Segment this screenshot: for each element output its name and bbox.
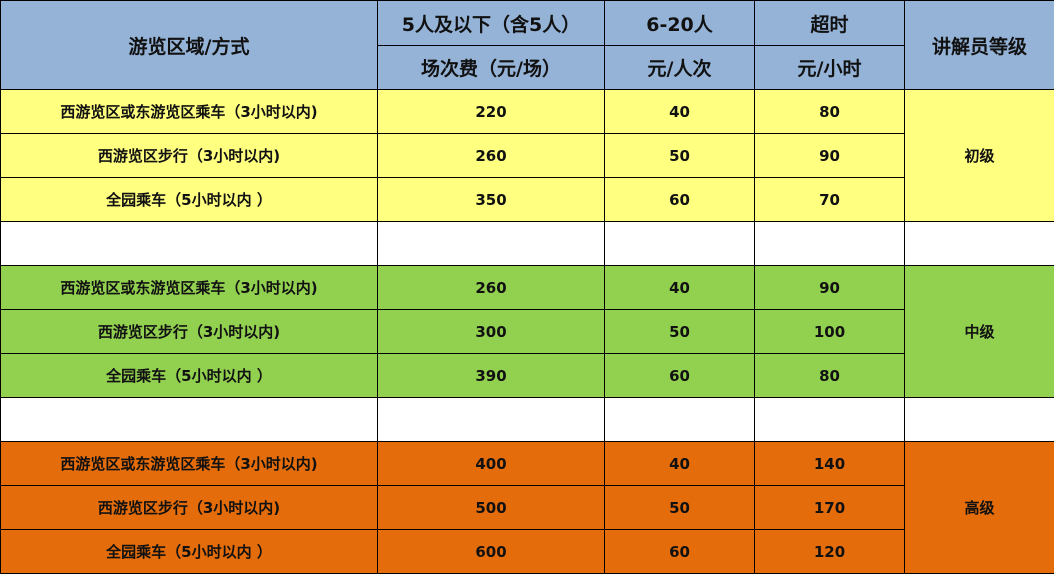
cell-route: 全园乘车（5小时以内 ） [0, 529, 378, 574]
empty-cell [0, 397, 378, 442]
header-group-small: 5人及以下（含5人） [377, 0, 605, 46]
header-unit-small: 场次费（元/场） [377, 45, 605, 90]
cell-mid-group-fee: 50 [604, 485, 755, 530]
cell-route: 全园乘车（5小时以内 ） [0, 353, 378, 398]
cell-mid-group-fee: 50 [604, 133, 755, 178]
header-group-mid: 6-20人 [604, 0, 755, 46]
table-row: 全园乘车（5小时以内 ） 600 60 120 [0, 529, 1054, 574]
cell-mid-group-fee: 40 [604, 265, 755, 310]
cell-overtime-fee: 90 [754, 133, 905, 178]
cell-small-group-fee: 260 [377, 133, 605, 178]
spacer-row [0, 397, 1054, 442]
empty-cell [754, 397, 905, 442]
empty-cell [904, 221, 1054, 266]
cell-route: 西游览区步行（3小时以内) [0, 133, 378, 178]
cell-overtime-fee: 100 [754, 309, 905, 354]
cell-route: 西游览区步行（3小时以内) [0, 309, 378, 354]
header-overtime: 超时 [754, 0, 905, 46]
cell-mid-group-fee: 60 [604, 353, 755, 398]
cell-overtime-fee: 90 [754, 265, 905, 310]
cell-small-group-fee: 400 [377, 441, 605, 486]
table-row: 全园乘车（5小时以内 ） 350 60 70 [0, 177, 1054, 222]
empty-cell [0, 221, 378, 266]
cell-overtime-fee: 70 [754, 177, 905, 222]
cell-route: 西游览区步行（3小时以内) [0, 485, 378, 530]
cell-small-group-fee: 260 [377, 265, 605, 310]
header-guide-level: 讲解员等级 [904, 0, 1054, 90]
empty-cell [904, 397, 1054, 442]
cell-route: 西游览区或东游览区乘车（3小时以内) [0, 265, 378, 310]
cell-guide-level: 中级 [904, 265, 1054, 398]
empty-cell [604, 221, 755, 266]
cell-small-group-fee: 600 [377, 529, 605, 574]
empty-cell [377, 397, 605, 442]
cell-small-group-fee: 390 [377, 353, 605, 398]
cell-overtime-fee: 80 [754, 89, 905, 134]
header-unit-mid: 元/人次 [604, 45, 755, 90]
table-row: 西游览区步行（3小时以内) 260 50 90 [0, 133, 1054, 178]
cell-route: 西游览区或东游览区乘车（3小时以内) [0, 89, 378, 134]
cell-guide-level: 高级 [904, 441, 1054, 574]
cell-small-group-fee: 220 [377, 89, 605, 134]
cell-route: 全园乘车（5小时以内 ） [0, 177, 378, 222]
spacer-row [0, 221, 1054, 266]
cell-small-group-fee: 350 [377, 177, 605, 222]
cell-overtime-fee: 170 [754, 485, 905, 530]
table-row: 西游览区步行（3小时以内) 500 50 170 [0, 485, 1054, 530]
table-row: 西游览区或东游览区乘车（3小时以内) 400 40 140 高级 [0, 441, 1054, 574]
cell-route: 西游览区或东游览区乘车（3小时以内) [0, 441, 378, 486]
table-row: 西游览区或东游览区乘车（3小时以内) 260 40 90 中级 [0, 265, 1054, 398]
cell-mid-group-fee: 40 [604, 441, 755, 486]
cell-overtime-fee: 120 [754, 529, 905, 574]
cell-overtime-fee: 140 [754, 441, 905, 486]
table-row: 全园乘车（5小时以内 ） 390 60 80 [0, 353, 1054, 398]
cell-guide-level: 初级 [904, 89, 1054, 222]
table-row: 西游览区或东游览区乘车（3小时以内) 220 40 80 初级 [0, 89, 1054, 222]
cell-overtime-fee: 80 [754, 353, 905, 398]
table-row: 西游览区步行（3小时以内) 300 50 100 [0, 309, 1054, 354]
empty-cell [604, 397, 755, 442]
header-area-method: 游览区域/方式 [0, 0, 378, 90]
cell-mid-group-fee: 60 [604, 177, 755, 222]
cell-mid-group-fee: 60 [604, 529, 755, 574]
cell-mid-group-fee: 40 [604, 89, 755, 134]
empty-cell [754, 221, 905, 266]
cell-small-group-fee: 300 [377, 309, 605, 354]
header-unit-overtime: 元/小时 [754, 45, 905, 90]
cell-small-group-fee: 500 [377, 485, 605, 530]
empty-cell [377, 221, 605, 266]
cell-mid-group-fee: 50 [604, 309, 755, 354]
